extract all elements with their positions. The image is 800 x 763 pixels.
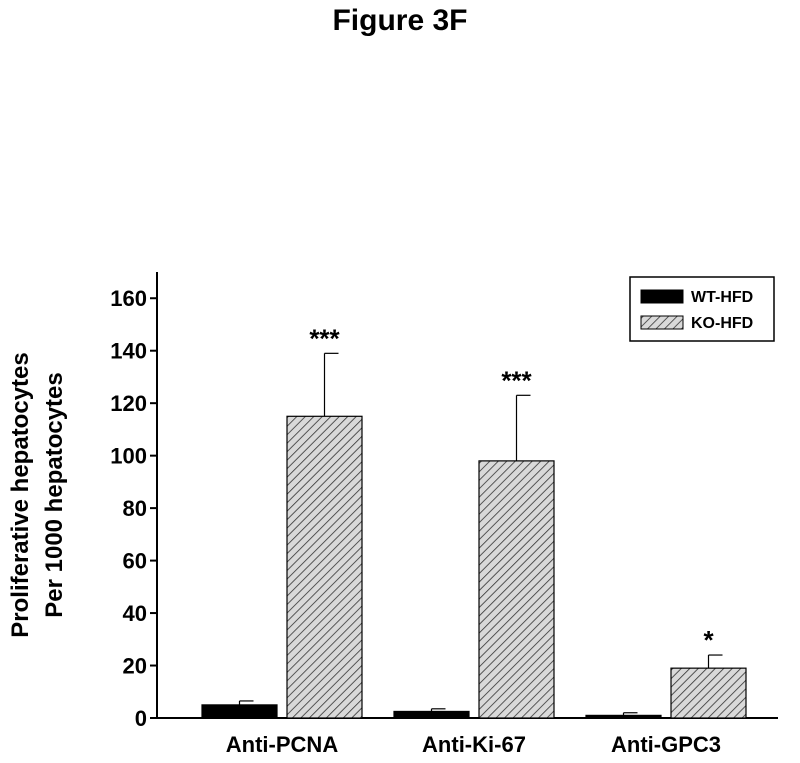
significance-marker: ***: [501, 365, 532, 395]
y-axis-title: Proliferative hepatocytes Per 1000 hepato…: [7, 352, 68, 637]
y-tick-label: 0: [135, 706, 147, 731]
bars: [201, 415, 747, 719]
error-bars: [238, 352, 723, 716]
bar-ko-hfd-anti-ki-67: [478, 460, 555, 719]
y-tick-label: 60: [123, 549, 147, 574]
x-axis-category-labels: Anti-PCNA Anti-Ki-67 Anti-GPC3: [226, 732, 721, 757]
x-category-label: Anti-Ki-67: [422, 732, 526, 757]
x-category-label: Anti-PCNA: [226, 732, 339, 757]
legend-swatch: [640, 315, 684, 330]
legend: WT-HFD KO-HFD: [629, 276, 775, 342]
significance-marker: ***: [309, 323, 340, 353]
y-tick-label: 40: [123, 601, 147, 626]
y-tick-label: 120: [110, 391, 147, 416]
legend-swatch: [640, 289, 684, 304]
page-title: Figure 3F: [332, 4, 468, 37]
legend-label: KO-HFD: [691, 315, 753, 332]
legend-box: [629, 276, 775, 342]
y-tick-label: 140: [110, 339, 147, 364]
y-tick-label: 80: [123, 496, 147, 521]
significance-markers: *******: [309, 323, 714, 655]
y-axis-title-line: Proliferative hepatocytes: [7, 352, 34, 637]
bar-wt-hfd-anti-ki-67: [393, 710, 470, 719]
legend-label: WT-HFD: [691, 289, 753, 306]
bar-wt-hfd-anti-pcna: [201, 704, 278, 719]
significance-marker: *: [703, 625, 714, 655]
y-tick-label: 20: [123, 654, 147, 679]
y-tick-label: 100: [110, 444, 147, 469]
bar-ko-hfd-anti-pcna: [286, 415, 363, 719]
x-category-label: Anti-GPC3: [611, 732, 721, 757]
y-axis-title-line: Per 1000 hepatocytes: [41, 372, 68, 617]
y-axis-ticks: 0 20 40 60 80 100 120 140 160: [110, 286, 157, 731]
y-tick-label: 160: [110, 286, 147, 311]
bar-ko-hfd-anti-gpc3: [670, 667, 747, 719]
bar-wt-hfd-anti-gpc3: [585, 714, 662, 719]
